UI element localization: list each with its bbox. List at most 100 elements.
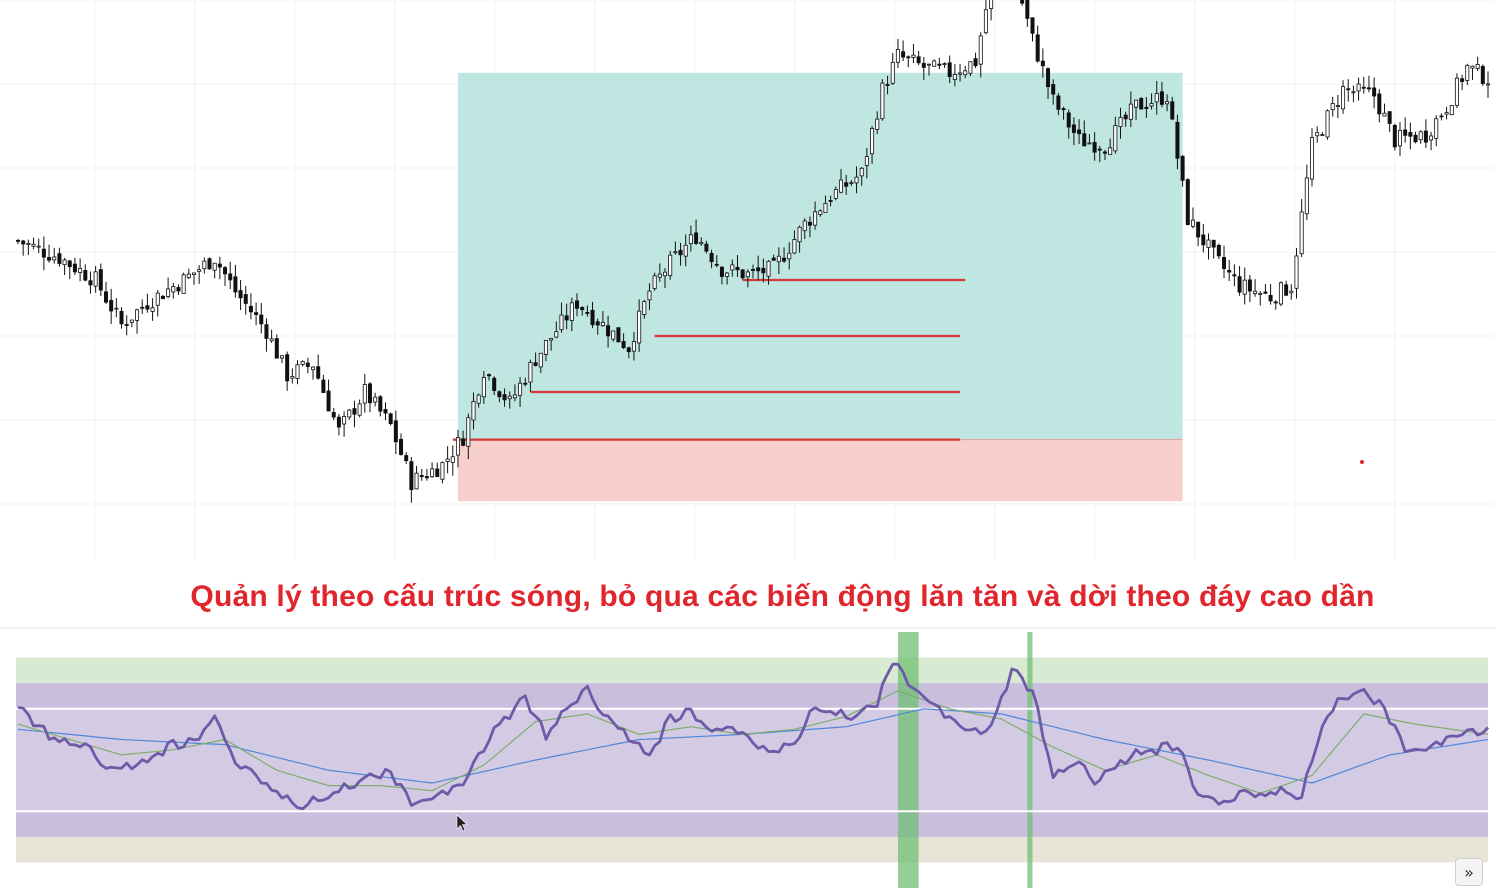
candle: [1087, 134, 1092, 145]
candle-body: [745, 271, 750, 278]
candle-body: [176, 287, 181, 292]
candle-body: [606, 325, 611, 337]
candle: [864, 148, 869, 179]
candle: [502, 388, 507, 407]
candle-body: [1144, 106, 1149, 109]
candle: [1247, 274, 1252, 303]
candle: [1351, 85, 1356, 103]
candle-body: [342, 416, 347, 425]
candle: [895, 38, 900, 68]
candle: [1025, 0, 1030, 27]
candle: [564, 303, 569, 330]
candle: [1113, 116, 1118, 154]
candle-body: [559, 314, 564, 331]
candle-body: [1434, 118, 1439, 139]
candle-body: [1139, 98, 1144, 110]
candle: [331, 407, 336, 421]
profit-zone: [457, 72, 1183, 440]
candle: [709, 249, 714, 269]
candle-body: [357, 403, 362, 416]
candle-body: [802, 220, 807, 232]
marker-dot: [1360, 460, 1364, 464]
candle: [647, 283, 652, 311]
candle-body: [761, 267, 766, 274]
candle: [191, 272, 196, 285]
candle-body: [72, 263, 77, 273]
candle-body: [430, 468, 435, 478]
candle: [507, 391, 512, 409]
candle-body: [160, 295, 165, 300]
candle-body: [678, 249, 683, 256]
candle: [978, 32, 983, 78]
candle-body: [124, 324, 129, 326]
candle: [569, 297, 574, 332]
candle-body: [497, 391, 502, 398]
candle: [202, 257, 207, 274]
candle-body: [870, 128, 875, 155]
candle-body: [595, 321, 600, 326]
candle: [1418, 130, 1423, 144]
candle: [1268, 284, 1273, 305]
candle: [1278, 281, 1283, 307]
candle: [854, 166, 859, 194]
candle: [735, 255, 740, 277]
candle: [1346, 79, 1351, 102]
candle: [31, 237, 36, 250]
candle: [745, 269, 750, 288]
candle-body: [683, 244, 688, 257]
candle: [305, 357, 310, 374]
candle: [1387, 111, 1392, 133]
candle-body: [487, 374, 492, 377]
candle: [435, 462, 440, 477]
candle-body: [1170, 101, 1175, 120]
candle-body: [916, 56, 921, 64]
candle: [1035, 25, 1040, 63]
candle-body: [921, 62, 926, 68]
candle: [1403, 117, 1408, 143]
candle: [673, 241, 678, 255]
candle: [952, 64, 957, 87]
candle-body: [1398, 129, 1403, 147]
candle: [316, 354, 321, 380]
candle: [932, 59, 937, 67]
candle-body: [1408, 132, 1413, 137]
candle-body: [103, 291, 108, 303]
candle: [730, 259, 735, 277]
double-chevron-right-icon: »: [1464, 862, 1474, 882]
candle: [1304, 164, 1309, 221]
candle: [378, 395, 383, 417]
candle: [989, 0, 994, 21]
candle: [93, 265, 98, 293]
candle-body: [1108, 147, 1113, 155]
scroll-forward-button[interactable]: »: [1455, 858, 1483, 886]
candle: [98, 263, 103, 296]
candle-body: [1330, 103, 1335, 111]
candle-body: [1449, 105, 1454, 116]
candle-body: [1346, 88, 1351, 91]
candle: [901, 40, 906, 61]
candle: [83, 264, 88, 282]
candle: [1056, 92, 1061, 116]
candle-body: [1232, 274, 1237, 277]
candle: [518, 377, 523, 407]
candle: [254, 302, 259, 326]
candle-body: [642, 301, 647, 315]
candle-body: [445, 458, 450, 462]
candle-body: [461, 438, 466, 446]
candle: [813, 201, 818, 230]
candle: [362, 373, 367, 413]
candle-body: [362, 384, 367, 404]
candle-body: [93, 271, 98, 287]
candle: [52, 247, 57, 264]
candle-body: [1263, 291, 1268, 294]
candle-body: [554, 331, 559, 338]
candle-body: [657, 273, 662, 278]
loss-zone: [457, 439, 1183, 502]
candle: [621, 333, 626, 350]
candle: [1320, 132, 1325, 137]
candle-body: [1361, 86, 1366, 89]
candle: [1449, 104, 1454, 116]
candlestick-series: [15, 0, 1491, 503]
candle-body: [1413, 134, 1418, 143]
candle-body: [844, 182, 849, 187]
